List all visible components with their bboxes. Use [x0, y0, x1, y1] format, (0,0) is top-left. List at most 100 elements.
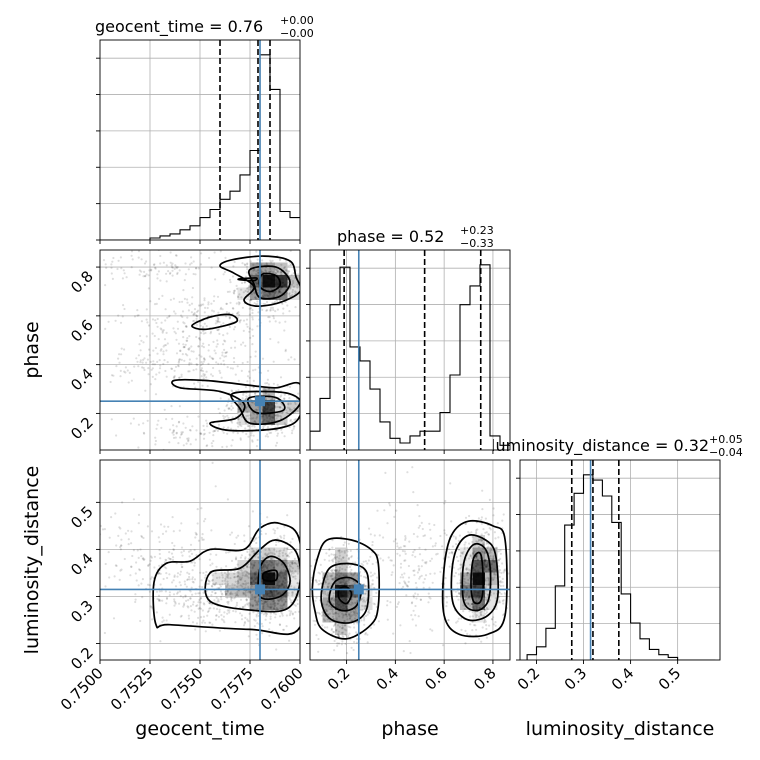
sample-point [264, 564, 267, 567]
sample-point [441, 545, 444, 548]
sample-point [280, 536, 283, 539]
sample-point [331, 596, 334, 600]
sample-point [228, 278, 232, 281]
sample-point [296, 602, 299, 606]
sample-point [104, 585, 107, 588]
sample-point [207, 362, 210, 365]
sample-point [479, 583, 483, 586]
sample-point [129, 574, 132, 577]
sample-point [202, 437, 206, 440]
sample-point [419, 598, 422, 601]
sample-point [367, 609, 371, 612]
sample-point [273, 414, 276, 417]
sample-point [491, 576, 494, 580]
sample-point [286, 272, 290, 275]
frame-hist-luminosity-distance [519, 459, 721, 661]
sample-point [468, 595, 471, 598]
sample-point [172, 297, 175, 300]
sample-point [478, 597, 481, 600]
sample-point [244, 580, 247, 583]
sample-point [193, 312, 196, 315]
sample-point [261, 420, 265, 423]
sample-point [272, 586, 275, 589]
sample-point [498, 599, 501, 602]
sample-point [422, 534, 425, 538]
sample-point [473, 624, 476, 627]
sample-point [272, 528, 275, 531]
sample-point [297, 610, 300, 613]
sample-point [154, 393, 158, 396]
sample-point [487, 545, 490, 548]
sample-point [342, 614, 345, 617]
sample-point [338, 569, 341, 573]
sample-point [211, 623, 214, 626]
sample-point [180, 358, 183, 361]
sample-point [172, 579, 175, 582]
sample-point [297, 273, 300, 276]
sample-point [174, 601, 177, 604]
sample-point [356, 600, 359, 603]
sample-point [216, 343, 219, 346]
sample-point [146, 321, 149, 324]
sample-point [214, 591, 217, 595]
sample-point [273, 571, 276, 574]
sample-point [264, 410, 267, 413]
contour-1 [204, 539, 300, 613]
sample-point [339, 591, 342, 595]
sample-point [261, 408, 264, 411]
sample-point [208, 256, 211, 260]
sample-point [115, 544, 118, 547]
sample-point [290, 273, 293, 276]
sample-point [164, 369, 167, 373]
sample-point [110, 266, 113, 269]
sample-point [243, 534, 246, 537]
sample-point [272, 279, 275, 282]
sample-point [172, 593, 176, 596]
sample-point [338, 551, 341, 554]
sample-point [139, 334, 142, 338]
hist-luminosity-distance: 0.2 0.3 0.4 0.5 [514, 459, 721, 694]
sample-point [362, 564, 365, 567]
sample-point [252, 369, 255, 372]
sample-point [250, 293, 253, 296]
sample-point [198, 585, 201, 588]
sample-point [277, 591, 280, 594]
sample-point [483, 560, 487, 563]
sample-point [202, 571, 205, 575]
sample-point [239, 568, 242, 571]
sample-point [249, 414, 252, 417]
sample-point [420, 521, 423, 525]
sample-point [338, 585, 341, 588]
sample-point [218, 610, 221, 614]
sample-point [203, 520, 206, 523]
sample-point [292, 572, 295, 575]
sample-point [244, 275, 248, 278]
sample-point [254, 571, 257, 574]
sample-point [320, 614, 324, 617]
sample-point [203, 357, 206, 361]
density-phase-luminosity-distance: 0.2 0.4 0.6 0.8 [306, 459, 511, 694]
sample-point [279, 607, 282, 610]
sample-point [465, 567, 468, 570]
sample-point [356, 548, 359, 551]
sample-point [371, 540, 374, 544]
sample-point [338, 557, 341, 560]
sample-point [236, 365, 239, 368]
sample-point [153, 555, 156, 558]
sample-point [206, 425, 209, 428]
sample-point [189, 590, 192, 593]
sample-point [195, 267, 198, 270]
sample-point [193, 319, 196, 322]
sample-point [499, 584, 502, 588]
sample-point [201, 384, 204, 387]
sample-point [349, 615, 352, 618]
sample-point [263, 418, 266, 422]
title-geocent-time-plus: +0.00 [280, 14, 314, 27]
sample-point [228, 609, 231, 612]
contours [311, 519, 508, 640]
sample-point [288, 397, 291, 400]
sample-point [470, 555, 473, 558]
sample-point [354, 561, 357, 564]
sample-point [414, 581, 417, 585]
sample-point [161, 620, 164, 624]
